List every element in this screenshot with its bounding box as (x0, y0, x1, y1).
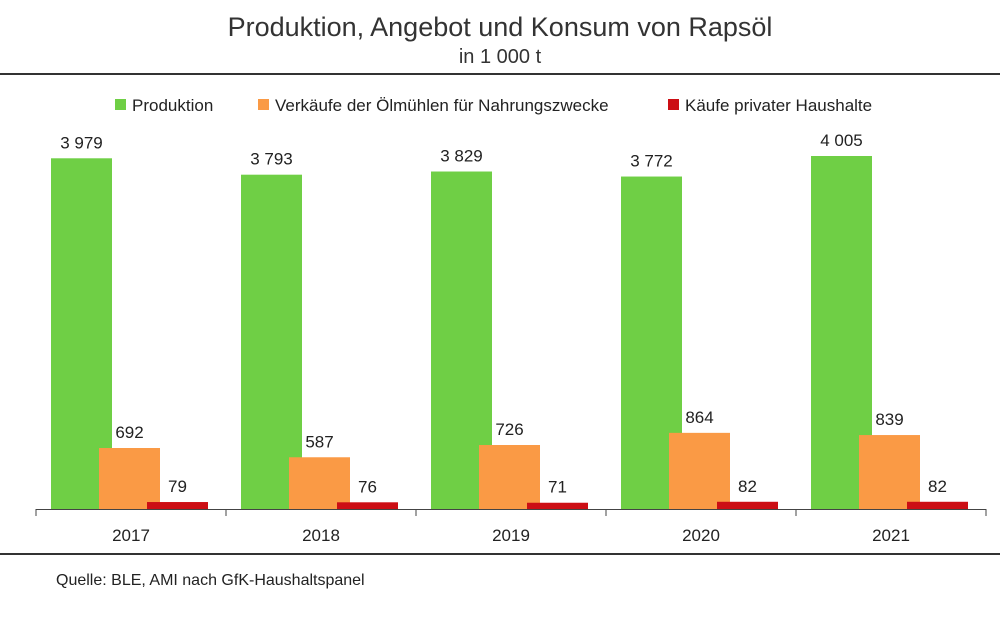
data-label-2021-series-2: 839 (875, 410, 903, 429)
legend-label-3: Käufe privater Haushalte (685, 96, 872, 115)
bar-2018-series-3 (337, 502, 398, 509)
x-tick-label-2017: 2017 (112, 526, 150, 545)
bar-2019-series-3 (527, 502, 588, 509)
bar-2019-series-2 (479, 445, 540, 509)
legend-label-2: Verkäufe der Ölmühlen für Nahrungszwecke (275, 96, 609, 115)
data-label-2020-series-3: 82 (738, 477, 757, 496)
bar-2018-series-2 (289, 457, 350, 509)
top-divider (0, 73, 1000, 75)
data-label-2020-series-1: 3 772 (630, 152, 673, 171)
x-tick-label-2021: 2021 (872, 526, 910, 545)
x-tick-label-2018: 2018 (302, 526, 340, 545)
data-label-2017-series-1: 3 979 (60, 133, 103, 152)
data-label-2021-series-1: 4 005 (820, 131, 863, 150)
data-label-2017-series-2: 692 (115, 423, 143, 442)
legend-swatch-2 (258, 99, 269, 110)
chart-subtitle: in 1 000 t (458, 46, 542, 68)
bar-2021-series-2 (859, 435, 920, 509)
bar-2017-series-3 (147, 502, 208, 509)
legend-swatch-3 (668, 99, 679, 110)
data-label-2020-series-2: 864 (685, 408, 713, 427)
data-label-2019-series-3: 71 (548, 478, 567, 497)
x-tick-label-2019: 2019 (492, 526, 530, 545)
chart-title: Produktion, Angebot und Konsum von Rapsö… (227, 12, 773, 42)
data-label-2017-series-3: 79 (168, 477, 187, 496)
legend-label-1: Produktion (132, 96, 213, 115)
data-label-2021-series-3: 82 (928, 477, 947, 496)
bottom-divider (0, 553, 1000, 555)
bar-2018-series-1 (241, 174, 302, 509)
data-label-2019-series-2: 726 (495, 420, 523, 439)
bar-2021-series-3 (907, 501, 968, 509)
bar-2020-series-2 (669, 432, 730, 509)
bar-2017-series-2 (99, 448, 160, 509)
data-label-2018-series-2: 587 (305, 432, 333, 451)
data-label-2018-series-1: 3 793 (250, 150, 293, 169)
bar-2020-series-3 (717, 501, 778, 509)
x-tick-label-2020: 2020 (682, 526, 720, 545)
legend-swatch-1 (115, 99, 126, 110)
data-label-2019-series-1: 3 829 (440, 147, 483, 166)
data-label-2018-series-3: 76 (358, 477, 377, 496)
source-note: Quelle: BLE, AMI nach GfK-Haushaltspanel (56, 572, 365, 589)
